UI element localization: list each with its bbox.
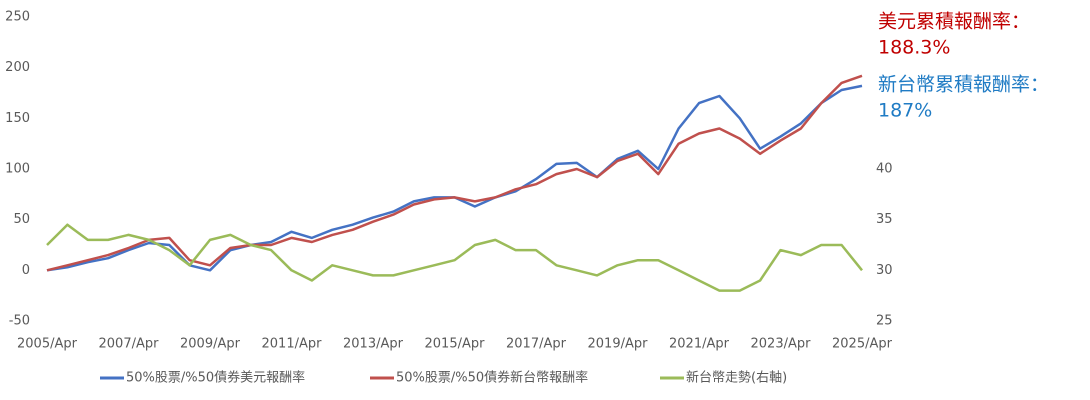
annotation: 美元累積報酬率： (878, 11, 1030, 33)
x-tick-label: 2007/Apr (99, 337, 160, 352)
series-line (46, 223, 863, 292)
series-line (46, 84, 863, 272)
y-tick-label: -50 (9, 314, 30, 329)
y-tick-label: 50 (13, 212, 30, 227)
y-tick-label: 0 (22, 263, 30, 278)
x-tick-label: 2023/Apr (751, 337, 812, 352)
x-tick-label: 2021/Apr (669, 337, 730, 352)
y-tick-label: 200 (5, 60, 30, 75)
annotation: 187% (878, 100, 932, 122)
x-tick-label: 2005/Apr (17, 337, 78, 352)
x-tick-label: 2009/Apr (180, 337, 241, 352)
y-tick-label: 150 (5, 111, 30, 126)
x-tick-label: 2025/Apr (832, 337, 893, 352)
y2-tick-label: 25 (876, 314, 893, 329)
x-tick-label: 2015/Apr (425, 337, 486, 352)
annotation: 新台幣累積報酬率： (878, 74, 1049, 96)
y-tick-label: 250 (5, 10, 30, 25)
y2-tick-label: 30 (876, 263, 893, 278)
legend-label: 新台幣走勢(右軸) (686, 370, 787, 386)
x-tick-label: 2017/Apr (506, 337, 567, 352)
y2-tick-label: 40 (876, 162, 893, 177)
x-tick-label: 2019/Apr (588, 337, 649, 352)
legend-label: 50%股票/%50債券新台幣報酬率 (396, 370, 588, 386)
x-tick-label: 2013/Apr (343, 337, 404, 352)
y-tick-label: 100 (5, 162, 30, 177)
y2-tick-label: 35 (876, 212, 893, 227)
x-tick-label: 2011/Apr (262, 337, 323, 352)
annotation: 188.3% (878, 37, 950, 59)
legend-label: 50%股票/%50債券美元報酬率 (126, 370, 305, 386)
series-line (46, 74, 863, 272)
